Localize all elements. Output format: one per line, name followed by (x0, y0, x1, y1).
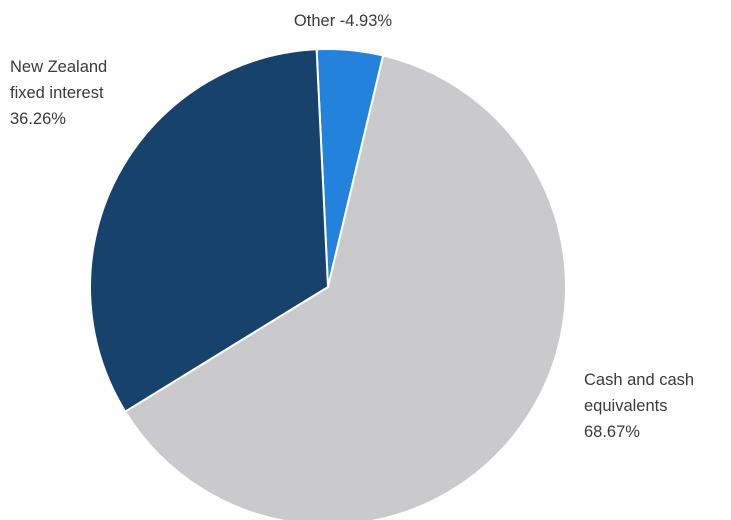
pie-slices (89, 48, 567, 520)
pie-slice-cash-and-cash-equivalents (124, 54, 567, 520)
slice-label-cash-and-cash-equivalents: Cash and cash equivalents 68.67% (584, 371, 699, 441)
slice-label-new-zealand-fixed-interest: New Zealand fixed interest 36.26% (10, 58, 112, 128)
slice-label-other: Other -4.93% (294, 12, 392, 30)
pie-slice-new-zealand-fixed-interest (89, 48, 329, 413)
pie-labels: Other -4.93% Cash and cash equivalents 6… (10, 12, 699, 441)
